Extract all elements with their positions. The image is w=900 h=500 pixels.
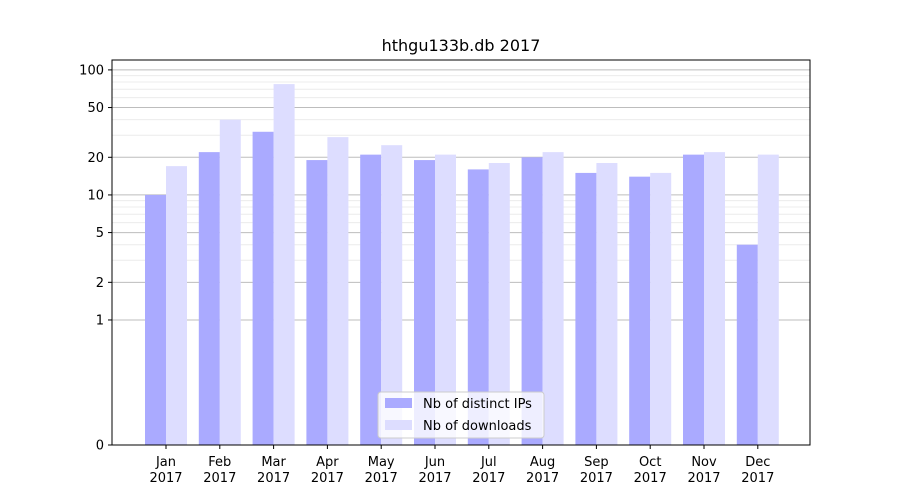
bar-distinct-ips	[683, 154, 704, 446]
bar-distinct-ips	[521, 157, 543, 445]
x-tick-label-month: Sep	[584, 455, 609, 470]
bar-downloads	[704, 152, 725, 445]
x-tick-label-year: 2017	[365, 471, 398, 486]
y-tick-label: 5	[96, 226, 104, 241]
x-tick-label-month: Apr	[316, 455, 339, 470]
bar-distinct-ips	[575, 172, 597, 445]
x-axis: Jan2017Feb2017Mar2017Apr2017May2017Jun20…	[149, 445, 774, 486]
bar-downloads	[219, 119, 241, 446]
chart-title: hthgu133b.db 2017	[382, 36, 541, 55]
bar-downloads	[757, 154, 779, 446]
x-tick-label-month: Jul	[480, 455, 497, 470]
y-tick-label: 20	[87, 151, 104, 166]
bar-distinct-ips	[736, 244, 758, 445]
x-tick-label-year: 2017	[257, 471, 290, 486]
bar-distinct-ips	[306, 160, 328, 445]
bar-downloads	[327, 137, 349, 445]
x-tick-label-year: 2017	[634, 471, 667, 486]
bar-downloads	[273, 84, 295, 446]
x-tick-label-year: 2017	[418, 471, 451, 486]
x-tick-label-year: 2017	[311, 471, 344, 486]
bar-distinct-ips	[252, 131, 274, 445]
y-tick-label: 100	[79, 63, 104, 78]
bar-distinct-ips	[629, 176, 651, 445]
y-tick-label: 2	[96, 276, 104, 291]
x-tick-label-year: 2017	[203, 471, 236, 486]
legend-label-distinct-ips: Nb of distinct IPs	[423, 397, 532, 412]
bar-downloads	[596, 163, 618, 445]
x-tick-label-month: Jan	[155, 455, 176, 470]
bar-downloads	[435, 154, 456, 446]
bar-downloads	[166, 166, 187, 445]
x-tick-label-year: 2017	[687, 471, 720, 486]
bar-distinct-ips	[198, 152, 220, 445]
x-tick-label-month: May	[368, 455, 395, 470]
x-tick-label-year: 2017	[472, 471, 505, 486]
x-tick-label-month: Feb	[208, 455, 231, 470]
x-tick-label-month: Nov	[691, 455, 717, 470]
bar-downloads	[488, 163, 510, 445]
y-tick-label: 10	[87, 188, 104, 203]
x-tick-label-month: Dec	[745, 455, 770, 470]
x-tick-label-month: Jun	[424, 455, 445, 470]
legend-swatch-downloads	[385, 420, 412, 430]
bar-distinct-ips	[467, 169, 489, 445]
y-axis: 0 1 2 5 10 20 50 100	[79, 63, 112, 454]
plot-frame	[111, 59, 811, 446]
legend-label-downloads: Nb of downloads	[423, 419, 532, 434]
bar-distinct-ips	[360, 154, 382, 446]
y-tick-label: 50	[87, 101, 104, 116]
bars	[145, 84, 779, 446]
x-tick-label-year: 2017	[526, 471, 559, 486]
x-tick-label-year: 2017	[741, 471, 774, 486]
x-tick-label-year: 2017	[580, 471, 613, 486]
x-tick-label-month: Oct	[639, 455, 661, 470]
legend: Nb of distinct IPs Nb of downloads	[377, 391, 545, 439]
x-tick-label-month: Aug	[530, 455, 555, 470]
bar-distinct-ips	[414, 160, 435, 445]
x-tick-label-year: 2017	[149, 471, 182, 486]
legend-swatch-distinct-ips	[385, 398, 412, 408]
bar-downloads	[381, 145, 403, 445]
y-tick-label: 1	[96, 313, 104, 328]
x-tick-label-month: Mar	[261, 455, 286, 470]
bar-downloads	[650, 172, 672, 445]
bar-distinct-ips	[145, 194, 166, 445]
y-tick-label: 0	[96, 439, 104, 454]
bar-downloads	[542, 152, 564, 445]
legend-box	[377, 391, 545, 439]
